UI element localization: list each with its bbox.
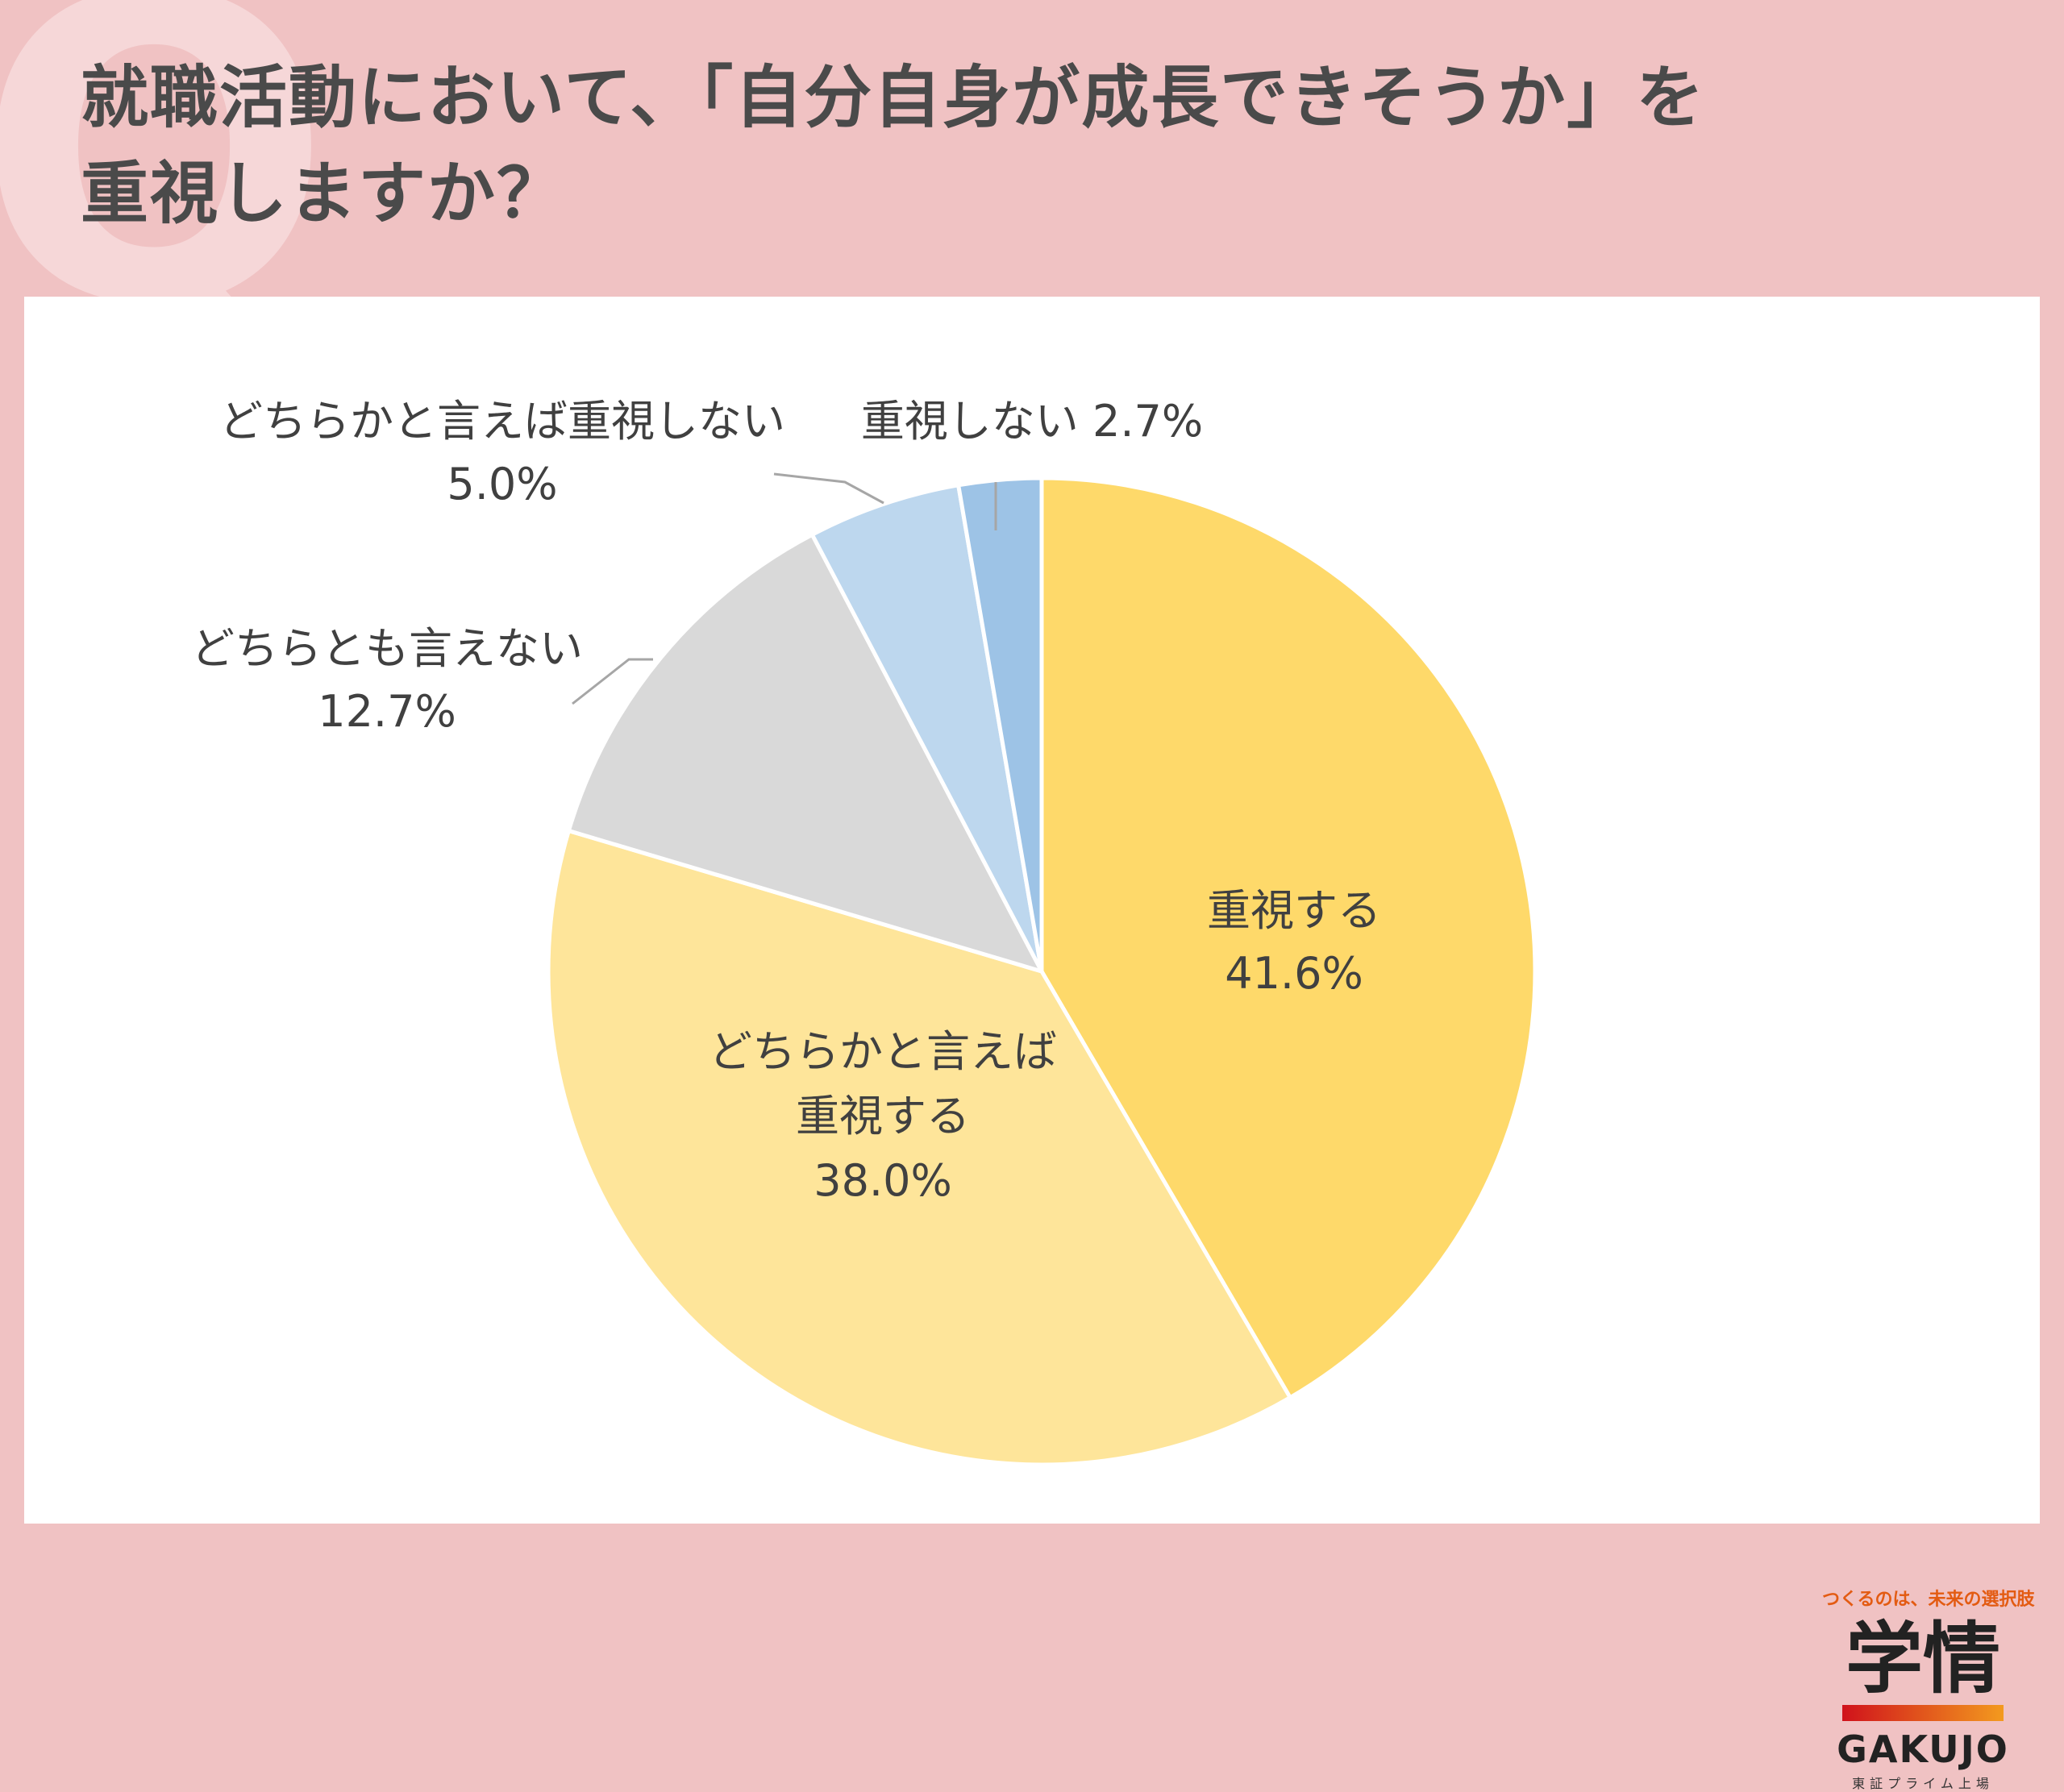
slice-label-3: どちらとも言えない 12.7% [191,623,583,737]
page-title: 就職活動において、「自分自身が成長できそうか」を 重視しますか？ [81,50,2016,243]
pie-slice-5 [955,476,1044,972]
chart-panel: 重視する 41.6% どちらかと言えば 重視する 38.0% どちらとも言えない 12.7%… [24,297,2040,1791]
logo-kanji: 学情 [1846,1614,2000,1704]
slice-value-text: 38.0% [814,1155,952,1206]
slice-label-text: 重視する [796,1091,970,1141]
pie-chart: 重視する41.6%どちらかと言えば重視する38.0%どちらとも言えない12.7%… [191,396,1538,1467]
pie-slice-4 [809,482,1044,973]
slice-label-text: どちらとも言えない [191,623,583,674]
slice-value-text: 12.7% [318,686,456,737]
title-line-1: 就職活動において、「自分自身が成長できそうか」を [81,58,1706,137]
slice-label-text: どちらかと言えば重視しない [219,396,785,447]
gakujo-logo: つくるのは、未来の選択肢 学情 GAKUJO 東証プライム上場 [1822,1585,2035,1792]
slice-label-1: 重視する 41.6% [1207,885,1381,999]
slice-value-text: 5.0% [447,459,557,509]
leader-line-3 [572,658,653,705]
pie-slice-2 [546,828,1293,1467]
slice-labels: 重視する41.6%どちらかと言えば重視する38.0%どちらとも言えない12.7%… [191,396,1381,1206]
logo-subtitle: 東証プライム上場 [1852,1775,1994,1791]
slice-label-text: 重視しない 2.7% [861,396,1203,447]
slice-label-5: 重視しない 2.7% [861,396,1203,447]
leader-lines [572,472,997,705]
pie-slice-1 [1039,476,1538,1401]
leader-line-4 [773,472,884,505]
slice-label-4: どちらかと言えば重視しない 5.0% [219,396,785,509]
logo-gradient-bar [1842,1704,2004,1721]
logo-english: GAKUJO [1837,1727,2009,1771]
pie-slice-3 [566,531,1046,975]
slice-label-text: どちらかと言えば [709,1026,1057,1077]
logo-tagline: つくるのは、未来の選択肢 [1822,1590,2035,1610]
pie-slices [546,476,1538,1467]
slice-label-text: 重視する [1207,885,1381,936]
title-line-2: 重視しますか？ [81,154,567,234]
slice-value-text: 41.6% [1225,948,1363,999]
